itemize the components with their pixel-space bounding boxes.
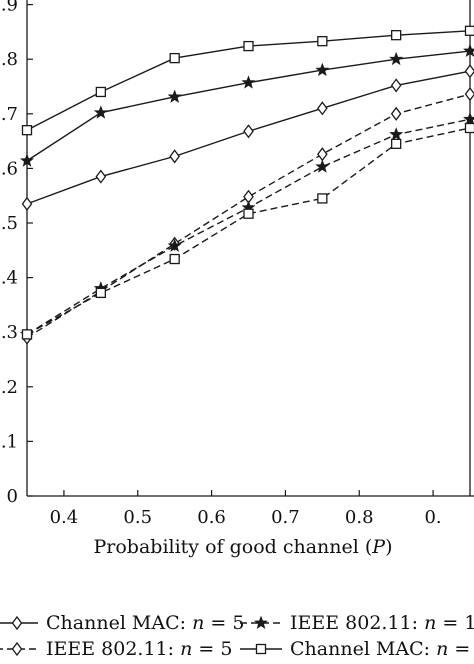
x-tick-label: 0.6 <box>197 507 226 528</box>
x-tick-label: 0.4 <box>50 507 79 528</box>
star-marker <box>168 90 180 102</box>
diamond-marker <box>392 79 401 91</box>
legend: Channel MAC: n = 5 IEEE 802.11: n = 10 IEE… <box>0 612 474 659</box>
star-marker <box>242 76 254 88</box>
square-marker <box>244 42 253 51</box>
star-marker <box>316 160 328 172</box>
square-marker <box>170 255 179 264</box>
series-channel-mac-n-5 <box>23 65 474 210</box>
x-axis-label: Probability of good channel (P) <box>93 536 392 558</box>
axes: 0 .1 .2 .3 .4 .5 .6 .7 .8 .9 0.4 0.5 0.6 0.7 0.8 0. <box>1 0 474 528</box>
square-marker <box>244 209 253 218</box>
y-tick-label: .5 <box>1 213 18 234</box>
plot-area <box>21 26 474 343</box>
y-tick-label: .1 <box>1 431 18 452</box>
y-tick-label: .6 <box>1 158 18 179</box>
diamond-marker <box>466 88 474 100</box>
square-marker <box>96 288 105 297</box>
diamond-marker <box>244 125 253 137</box>
series-line <box>27 51 470 161</box>
legend-label: Channel MAC: n = 20 <box>290 638 474 659</box>
square-marker <box>466 123 474 132</box>
legend-label: Channel MAC: n = 5 <box>46 612 244 634</box>
axis-labels: Probability of good channel (P) <box>93 536 392 558</box>
star-marker <box>464 113 474 125</box>
y-tick-label: .3 <box>1 322 18 343</box>
square-marker <box>23 330 32 339</box>
series-line <box>27 119 470 334</box>
diamond-marker <box>13 617 22 629</box>
square-marker <box>392 139 401 148</box>
legend-item: Channel MAC: n = 5 <box>0 612 244 634</box>
series-ieee-802-11-n-10 <box>21 113 474 340</box>
y-tick-label: .2 <box>1 377 18 398</box>
y-tick-label: .8 <box>1 49 18 70</box>
square-marker <box>96 87 105 96</box>
star-marker <box>255 617 267 629</box>
legend-item: IEEE 802.11: n = 5 <box>0 638 232 659</box>
x-tick-label: 0.5 <box>123 507 152 528</box>
y-tick-label: 0 <box>7 486 18 507</box>
x-tick-label: 0. <box>424 507 441 528</box>
diamond-marker <box>466 65 474 77</box>
diamond-marker <box>13 643 22 655</box>
diamond-marker <box>318 148 327 160</box>
y-tick-label: .7 <box>1 104 18 125</box>
diamond-marker <box>392 108 401 120</box>
series-line <box>27 128 470 334</box>
legend-item: Channel MAC: n = 20 <box>240 638 474 659</box>
diamond-marker <box>23 198 32 210</box>
diamond-marker <box>318 102 327 114</box>
diamond-marker <box>96 171 105 183</box>
star-marker <box>390 53 402 65</box>
y-tick-label: .9 <box>1 0 18 16</box>
legend-label: IEEE 802.11: n = 10 <box>290 612 474 634</box>
star-marker <box>464 45 474 57</box>
square-marker <box>170 54 179 63</box>
square-marker <box>392 31 401 40</box>
legend-item: IEEE 802.11: n = 10 <box>240 612 474 634</box>
star-marker <box>316 64 328 76</box>
square-marker <box>318 37 327 46</box>
x-tick-label: 0.8 <box>345 507 374 528</box>
y-tick-label: .4 <box>1 268 18 289</box>
x-tick-label: 0.7 <box>271 507 300 528</box>
series-channel-mac-n-10 <box>21 45 474 167</box>
legend-label: IEEE 802.11: n = 5 <box>46 638 232 659</box>
star-marker <box>390 128 402 140</box>
series-ieee-802-11-n-20 <box>23 123 474 338</box>
square-marker <box>23 126 32 135</box>
square-marker <box>318 194 327 203</box>
square-marker <box>466 26 474 35</box>
diamond-marker <box>170 150 179 162</box>
square-marker <box>257 645 266 654</box>
